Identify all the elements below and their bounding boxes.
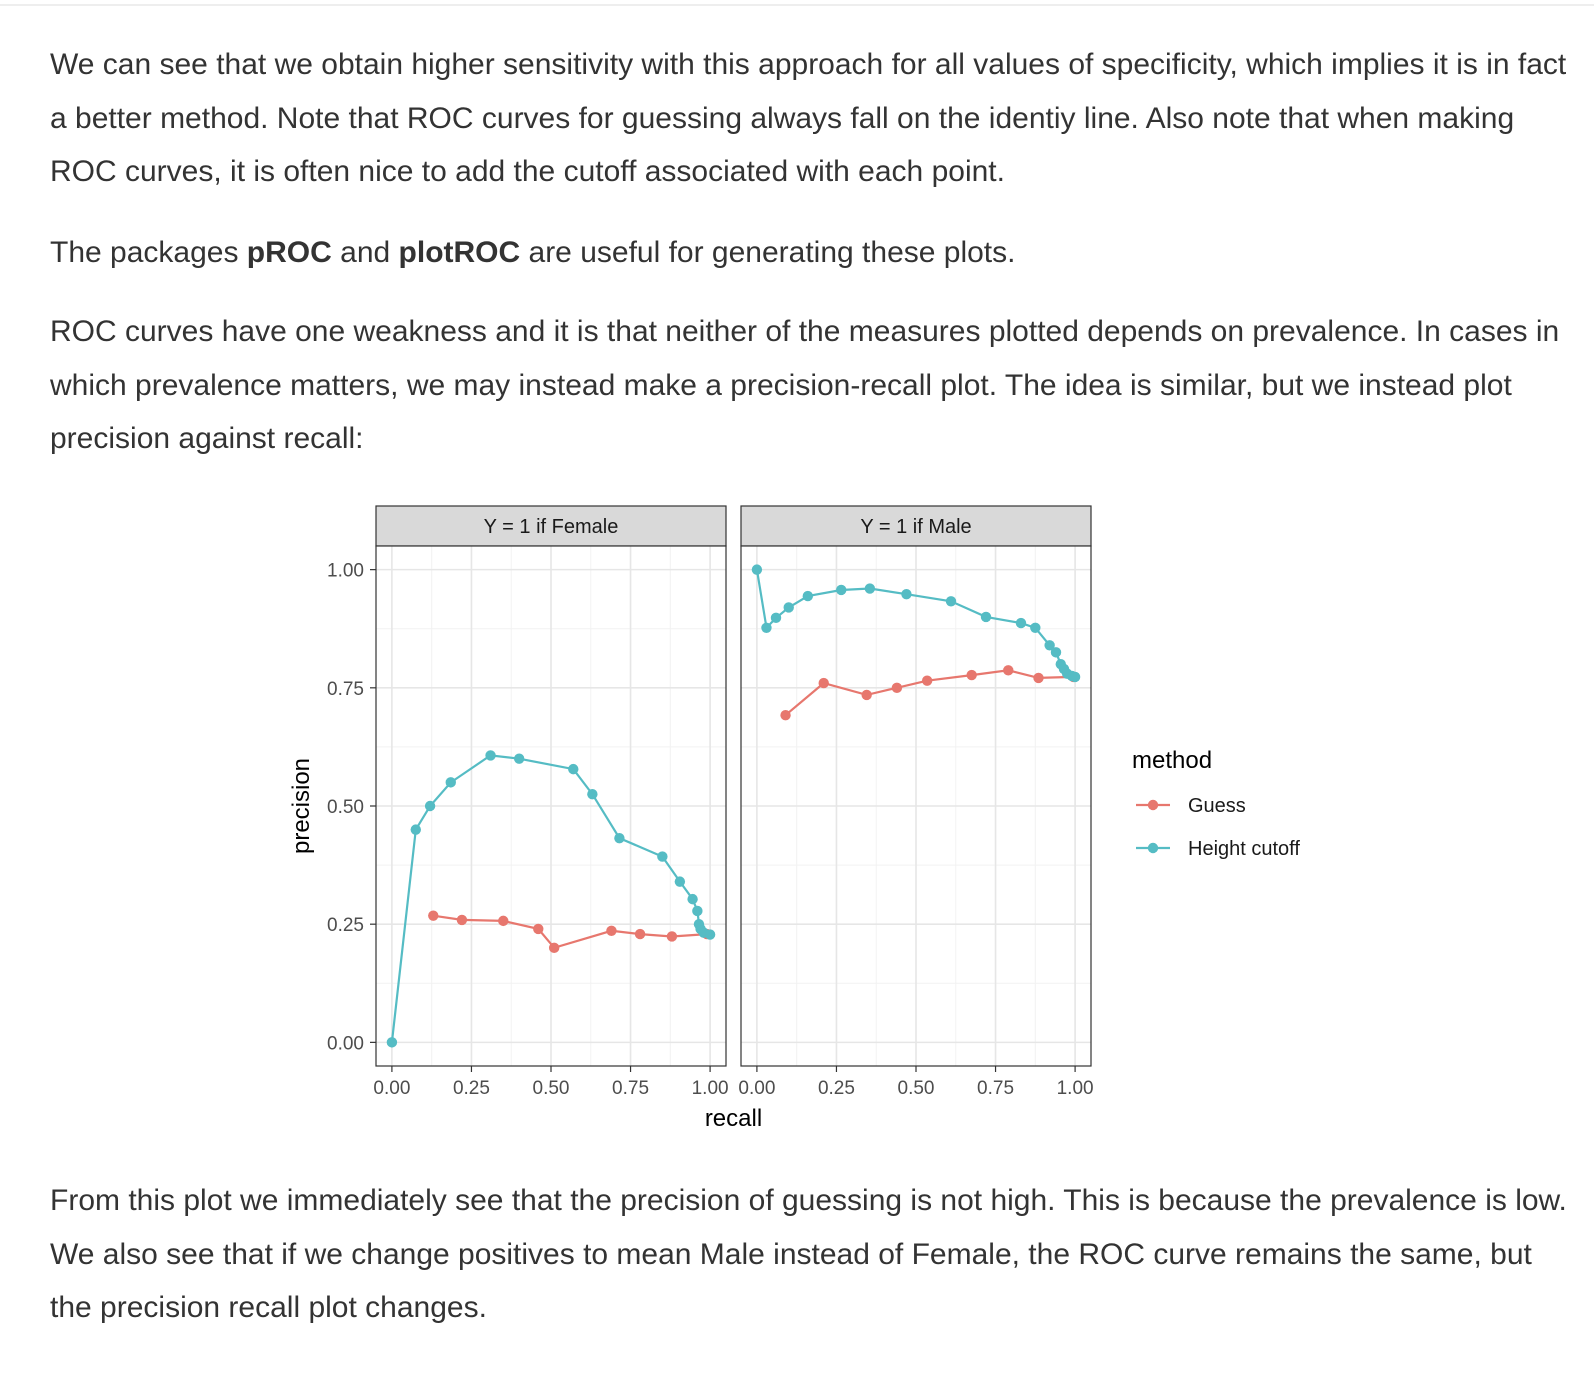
- panel-2-x-tick-label: 0.75: [977, 1078, 1014, 1099]
- panel-1-point-guess: [498, 915, 509, 927]
- panel-2-point-guess: [780, 710, 791, 721]
- package-proc: pROC: [246, 236, 332, 269]
- panel-2-point-height-cutoff: [770, 612, 782, 624]
- y-tick-label: 0.50: [327, 797, 364, 818]
- panel-2-point-height-cutoff: [1015, 617, 1027, 629]
- panel-1-point-height-cutoff: [445, 777, 456, 788]
- panel-2-point-guess: [891, 682, 903, 694]
- panel-1-point-guess: [533, 923, 544, 935]
- panel-1-point-height-cutoff: [424, 800, 436, 812]
- paragraph-conclusion: From this plot we immediately see that t…: [50, 1184, 1567, 1324]
- panel-1-point-height-cutoff: [687, 893, 698, 905]
- paragraph-packages-mid: and: [331, 236, 399, 269]
- panel-2-point-height-cutoff: [901, 589, 912, 600]
- panel-2-point-height-cutoff: [761, 622, 772, 633]
- panel-2-point-height-cutoff: [945, 596, 957, 607]
- paragraph-packages: The packages pROC and plotROC are useful…: [50, 226, 1570, 280]
- paragraph-roc-weakness: ROC curves have one weakness and it is t…: [50, 315, 1560, 455]
- legend-title: method: [1132, 747, 1212, 774]
- panel-1-x-tick-label: 0.00: [373, 1078, 410, 1099]
- paragraph-packages-post: are useful for generating these plots.: [520, 236, 1016, 269]
- panel-1-point-height-cutoff: [568, 763, 579, 775]
- y-tick-label: 1.00: [327, 561, 364, 582]
- panel-1-point-height-cutoff: [410, 824, 421, 835]
- panel-1-point-guess: [456, 914, 468, 926]
- panel-2-point-height-cutoff: [836, 584, 847, 596]
- panel-1-point-height-cutoff: [587, 788, 598, 800]
- panel-2-point-height-cutoff: [1069, 671, 1081, 683]
- panel-2-point-height-cutoff: [783, 602, 794, 613]
- panel-2-point-guess: [921, 675, 933, 686]
- x-axis-title: recall: [705, 1105, 762, 1132]
- panel-2-x-tick-label: 0.25: [818, 1078, 855, 1099]
- panel-2-x-tick-label: 1.00: [1057, 1078, 1094, 1099]
- panel-1-strip-title: Y = 1 if Female: [484, 516, 619, 538]
- panel-1-point-guess: [634, 928, 646, 940]
- panel-2-point-height-cutoff: [802, 590, 814, 602]
- legend-key-point-guess: [1147, 799, 1159, 811]
- panel-2-point-guess: [1003, 665, 1014, 676]
- panel-1-point-guess: [666, 931, 678, 942]
- panel-2-strip-title: Y = 1 if Male: [860, 516, 971, 538]
- panel-1-x-tick-label: 0.75: [612, 1078, 649, 1099]
- panel-2-point-height-cutoff: [1044, 640, 1055, 651]
- panel-1-x-tick-label: 0.50: [533, 1078, 570, 1099]
- panel-2-point-height-cutoff: [980, 611, 992, 623]
- panel-1-point-height-cutoff: [657, 851, 668, 862]
- panel-2-panel-border: [740, 545, 1092, 1067]
- panel-2-point-height-cutoff: [1050, 647, 1062, 658]
- panel-1-x-tick-label: 0.25: [453, 1078, 490, 1099]
- panel-1-point-height-cutoff: [704, 929, 716, 940]
- panel-1-point-guess: [606, 925, 617, 936]
- panel-1-point-height-cutoff: [513, 753, 525, 764]
- panel-1-point-height-cutoff: [485, 750, 496, 761]
- panel-1-point-height-cutoff: [614, 832, 625, 844]
- panel-2-strip: [740, 505, 1092, 547]
- panel-2-point-height-cutoff: [864, 583, 876, 594]
- paragraph-packages-pre: The packages: [50, 236, 247, 269]
- paragraph-roc-comparison: We can see that we obtain higher sensiti…: [50, 48, 1567, 188]
- panel-2-point-guess: [1033, 672, 1044, 684]
- y-axis-title: precision: [288, 758, 315, 854]
- panel-2-point-guess: [818, 677, 829, 689]
- panel-1-point-guess: [548, 942, 560, 954]
- top-divider: [0, 4, 1594, 6]
- panel-1-point-height-cutoff: [674, 876, 686, 887]
- panel-2-x-tick-label: 0.50: [898, 1078, 935, 1099]
- precision-recall-chart: Y = 1 if Female 0.00 0.25 0.50 0.75 1.00 0.00 0…: [288, 505, 1300, 1132]
- panel-2-point-height-cutoff: [751, 564, 763, 575]
- panel-1-point-guess: [428, 910, 439, 921]
- panel-1-strip: [375, 505, 727, 547]
- y-tick-label: 0.00: [327, 1033, 364, 1054]
- panel-1-point-height-cutoff: [692, 905, 703, 917]
- panel-1-point-height-cutoff: [386, 1037, 398, 1048]
- y-tick-label: 0.25: [327, 915, 364, 936]
- legend-label-guess: Guess: [1188, 795, 1246, 817]
- legend-key-point-height-cutoff: [1147, 842, 1159, 854]
- y-tick-label: 0.75: [327, 679, 364, 700]
- package-plotroc: plotROC: [398, 236, 521, 269]
- panel-2-point-guess: [966, 669, 977, 681]
- panel-2-point-height-cutoff: [1030, 622, 1041, 633]
- panel-2-x-tick-label: 0.00: [738, 1078, 775, 1099]
- panel-1-x-tick-label: 1.00: [692, 1078, 729, 1099]
- panel-2-point-guess: [861, 689, 872, 701]
- legend-label-height-cutoff: Height cutoff: [1188, 838, 1300, 860]
